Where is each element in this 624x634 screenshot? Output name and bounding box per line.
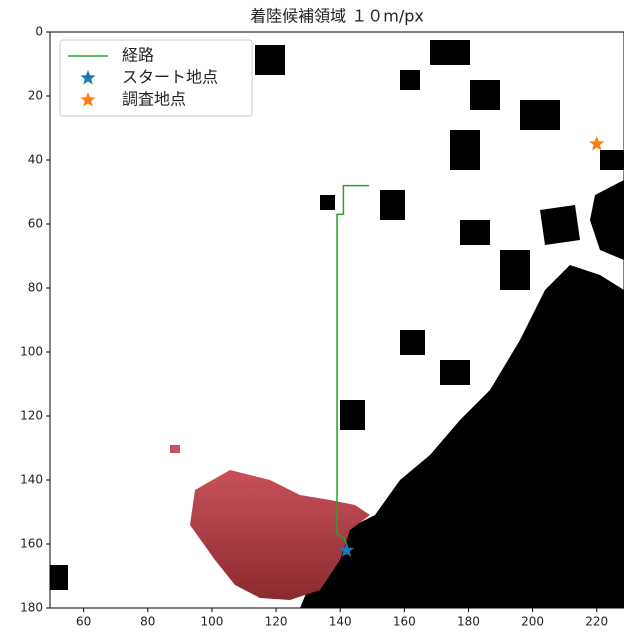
legend-label: 経路	[122, 46, 154, 65]
x-tick-label: 180	[457, 615, 480, 629]
chart-title: 着陸候補領域 １０m/px	[250, 7, 424, 26]
y-tick-label: 60	[28, 217, 43, 231]
y-tick-label: 40	[28, 153, 43, 167]
x-tick-label: 220	[585, 615, 608, 629]
star-marker	[589, 136, 604, 151]
y-tick-label: 20	[28, 89, 43, 103]
x-tick-label: 160	[393, 615, 416, 629]
x-tick-label: 60	[76, 615, 91, 629]
chart: 着陸候補領域 １０m/px 60 80 100 120 140 160 180 200 220 0…	[0, 0, 624, 634]
x-tick-label: 140	[329, 615, 352, 629]
legend-label: 調査地点	[122, 90, 186, 109]
y-tick-label: 120	[20, 409, 43, 423]
y-tick-label: 100	[20, 345, 43, 359]
y-tick-label: 80	[28, 281, 43, 295]
route-line	[337, 186, 369, 551]
y-tick-label: 140	[20, 473, 43, 487]
x-tick-label: 200	[521, 615, 544, 629]
x-tick-label: 100	[200, 615, 223, 629]
y-tick-label: 0	[35, 25, 43, 39]
x-tick-label: 80	[140, 615, 155, 629]
y-tick-label: 160	[20, 537, 43, 551]
legend-label: スタート地点	[122, 68, 218, 87]
y-tick-label: 180	[20, 601, 43, 615]
x-tick-label: 120	[265, 615, 288, 629]
